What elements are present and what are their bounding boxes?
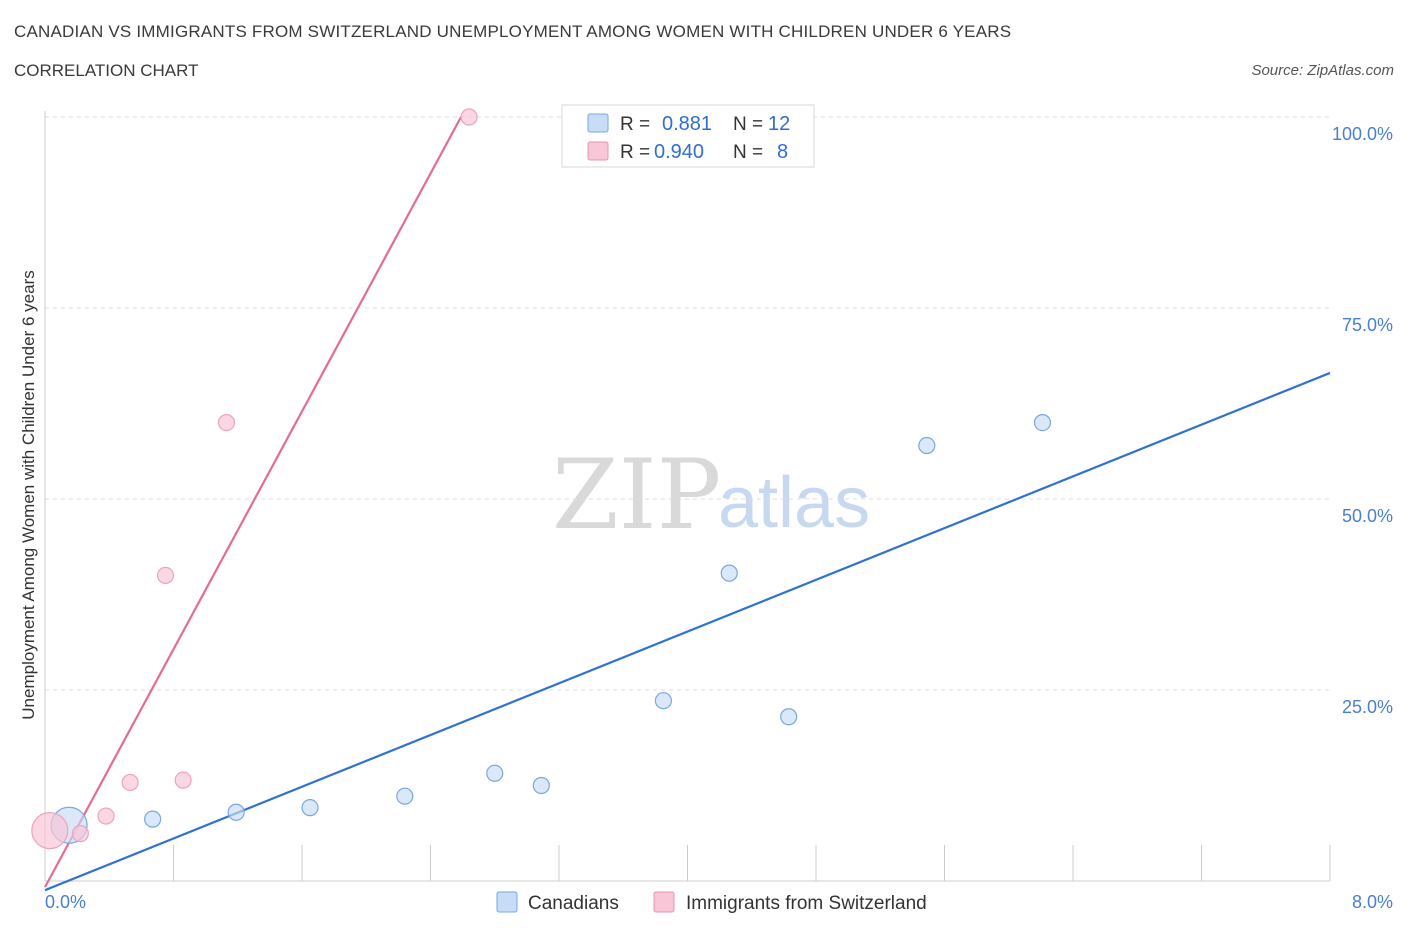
legend-r-value-canadians: 0.881 — [662, 113, 712, 135]
x-tick-label: 0.0% — [45, 892, 86, 912]
x-tick-label: 8.0% — [1352, 892, 1393, 912]
data-point-immigrants — [31, 811, 69, 850]
legend-r-value-immigrants: 0.940 — [654, 141, 704, 163]
data-point-canadians — [720, 564, 738, 582]
series-legend-label-immigrants: Immigrants from Switzerland — [686, 893, 927, 914]
legend-n-label-immigrants: N = — [733, 142, 763, 163]
data-point-canadians — [654, 692, 673, 710]
data-point-immigrants — [217, 414, 236, 432]
legend-swatch-immigrants — [587, 141, 609, 161]
watermark: ZIP atlas — [552, 439, 870, 551]
gridlines — [45, 116, 1330, 691]
y-tick-label: 50.0% — [1342, 506, 1393, 526]
data-point-immigrants — [460, 108, 478, 126]
watermark-zip: ZIP — [552, 439, 721, 551]
data-point-canadians — [532, 776, 550, 795]
data-point-immigrants — [174, 771, 192, 789]
series-legend: Canadians Immigrants from Switzerland — [496, 891, 927, 914]
legend-n-value-canadians: 12 — [768, 113, 790, 135]
watermark-atlas: atlas — [718, 463, 870, 543]
series-legend-label-canadians: Canadians — [528, 893, 619, 914]
chart-subtitle: CORRELATION CHART — [14, 61, 199, 80]
trend-line-immigrants — [44, 116, 462, 888]
data-point-canadians — [1033, 414, 1052, 432]
data-point-immigrants — [156, 566, 175, 585]
data-point-canadians — [918, 436, 936, 455]
series-legend-swatch-canadians — [496, 891, 518, 913]
data-point-canadians — [301, 799, 319, 817]
chart-title: CANADIAN VS IMMIGRANTS FROM SWITZERLAND … — [14, 22, 1012, 41]
legend-n-label-canadians: N = — [733, 114, 763, 135]
legend-n-value-immigrants: 8 — [777, 141, 788, 163]
data-point-immigrants — [71, 825, 89, 843]
data-point-canadians — [780, 708, 798, 726]
stats-legend: R = 0.881 N = 12 R = 0.940 N = 8 — [561, 104, 815, 168]
trend-lines — [44, 116, 1331, 892]
y-tick-label: 100.0% — [1332, 124, 1393, 144]
source-credit: Source: ZipAtlas.com — [1251, 62, 1394, 79]
data-point-immigrants — [97, 807, 115, 825]
data-point-canadians — [396, 787, 414, 805]
data-point-canadians — [227, 803, 245, 821]
legend-swatch-canadians — [587, 113, 609, 133]
data-point-canadians — [486, 764, 504, 782]
data-points — [31, 108, 1052, 850]
axes: 25.0% 50.0% 75.0% 100.0% 0.0% 8.0% — [44, 111, 1393, 912]
y-axis-label: Unemployment Among Women with Children U… — [19, 270, 38, 719]
data-point-canadians — [144, 810, 162, 828]
data-point-immigrants — [121, 773, 139, 792]
y-tick-label: 25.0% — [1342, 697, 1393, 717]
legend-r-label-immigrants: R = — [620, 142, 650, 163]
y-tick-label: 75.0% — [1342, 315, 1393, 335]
trend-line-canadians — [44, 371, 1331, 892]
legend-r-label-canadians: R = — [620, 114, 650, 135]
series-legend-swatch-immigrants — [653, 891, 675, 913]
